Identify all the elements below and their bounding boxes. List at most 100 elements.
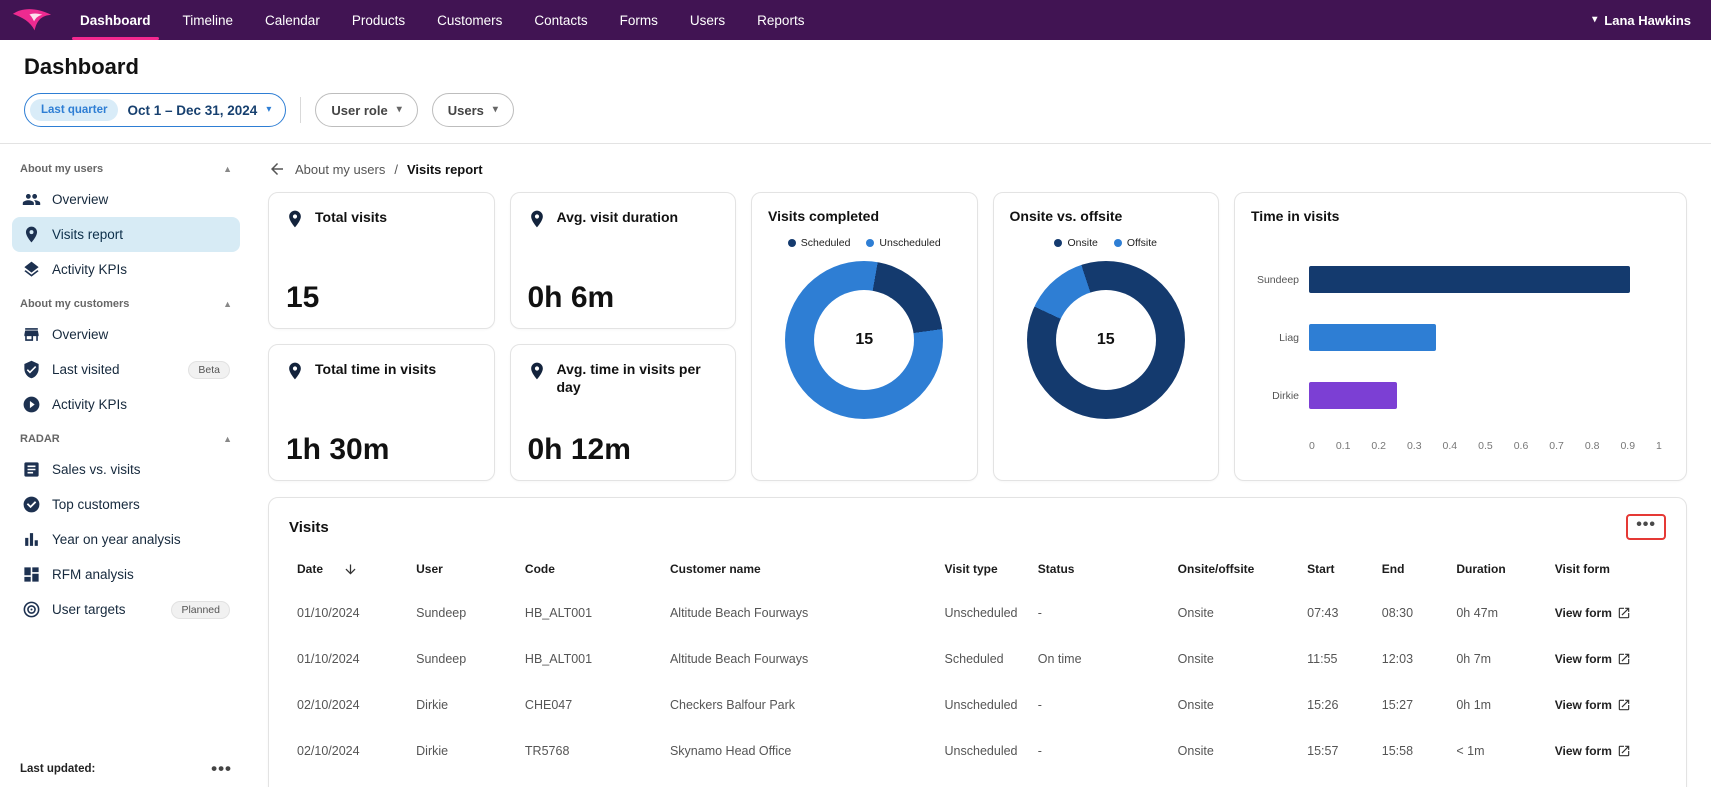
nav-contacts[interactable]: Contacts: [534, 12, 588, 28]
sidebar-footer: Last updated: •••: [12, 754, 240, 777]
nav-users[interactable]: Users: [689, 12, 726, 28]
sidebar-item-last-visited[interactable]: Last visited Beta: [12, 352, 240, 387]
sidebar: About my users ▲ Overview Visits report …: [0, 144, 252, 787]
beta-badge: Beta: [188, 360, 230, 379]
sidebar-item-sales-vs-visits[interactable]: Sales vs. visits: [12, 452, 240, 487]
nav-customers[interactable]: Customers: [437, 12, 503, 28]
nav-forms[interactable]: Forms: [619, 12, 658, 28]
column-header-visit-type[interactable]: Visit type: [944, 562, 998, 576]
column-header-start[interactable]: Start: [1307, 562, 1335, 576]
sidebar-item-year-on-year[interactable]: Year on year analysis: [12, 522, 240, 557]
column-header-end[interactable]: End: [1381, 562, 1405, 576]
verified-shield-icon: [22, 360, 41, 379]
column-header-visit-form[interactable]: Visit form: [1554, 562, 1610, 576]
legend-dot: [787, 239, 796, 247]
sidebar-section-about-my-customers[interactable]: About my customers ▲: [20, 298, 232, 310]
sidebar-item-activity-kpis-customers[interactable]: Activity KPIs: [12, 387, 240, 422]
sidebar-section-about-my-users[interactable]: About my users ▲: [20, 163, 232, 175]
external-link-icon: [1618, 699, 1630, 710]
chevron-up-icon: ▲: [223, 164, 232, 174]
nav-products[interactable]: Products: [351, 12, 406, 28]
sidebar-item-visits-report[interactable]: Visits report: [12, 217, 240, 252]
kpi-card-total-time-in-visits: Total time in visits 1h 30m: [268, 344, 495, 481]
time-in-visits-bar-chart: Sundeep Liag Dirkie 0 0.1 0.2 0.3 0.4 0.: [1251, 266, 1670, 452]
sidebar-more-button[interactable]: •••: [211, 759, 232, 778]
nav-timeline[interactable]: Timeline: [182, 12, 234, 28]
kpi-card-avg-time-per-day: Avg. time in visits per day 0h 12m: [509, 344, 736, 481]
page-header: Dashboard Last quarter Oct 1 – Dec 31, 2…: [0, 40, 1711, 144]
view-form-link[interactable]: View form: [1555, 698, 1631, 712]
bar-label: Dirkie: [1272, 389, 1299, 402]
chevron-down-icon: ▾: [492, 104, 498, 115]
user-role-filter[interactable]: User role ▾: [315, 93, 418, 127]
visits-completed-card: Visits completed Scheduled Unscheduled 1…: [751, 192, 978, 481]
kpi-value: 0h 12m: [527, 433, 631, 466]
sidebar-item-overview-users[interactable]: Overview: [12, 182, 240, 217]
column-header-date[interactable]: Date: [289, 550, 408, 590]
sidebar-item-rfm-analysis[interactable]: RFM analysis: [12, 557, 240, 592]
table-row: 01/10/2024 Sundeep HB_ALT001 Altitude Be…: [289, 636, 1666, 682]
users-filter[interactable]: Users ▾: [431, 93, 514, 127]
sort-descending-icon: [345, 564, 356, 575]
donut-center-value: 15: [1096, 331, 1115, 348]
top-navbar: Dashboard Timeline Calendar Products Cus…: [0, 0, 1711, 40]
date-range-value: Oct 1 – Dec 31, 2024: [127, 102, 258, 118]
content-layout: About my users ▲ Overview Visits report …: [0, 144, 1711, 787]
bar-chart-icon: [22, 530, 41, 549]
user-menu[interactable]: ▾ Lana Hawkins: [1592, 13, 1691, 28]
chevron-up-icon: ▲: [223, 434, 232, 444]
kpi-cards-grid: Total visits 15 Avg. visit duration 0h 6…: [268, 192, 1687, 481]
layers-icon: [22, 260, 41, 279]
chart-title: Time in visits: [1251, 208, 1340, 224]
arrow-left-icon[interactable]: [268, 160, 286, 178]
column-header-customer-name[interactable]: Customer name: [669, 562, 761, 576]
planned-badge: Planned: [171, 600, 230, 619]
breadcrumb: About my users / Visits report: [268, 160, 1687, 178]
page-title: Dashboard: [24, 54, 139, 79]
breadcrumb-divider: /: [394, 161, 398, 177]
chevron-down-icon: ▾: [1592, 14, 1598, 25]
table-header-row: Date User Code Customer name Visit type …: [289, 550, 1666, 590]
skynamo-logo[interactable]: [10, 7, 54, 33]
location-pin-icon: [285, 361, 305, 381]
last-updated-label: Last updated:: [20, 762, 96, 775]
x-axis-ticks: 0 0.1 0.2 0.3 0.4 0.5 0.6 0.7 0.8 0.9 1: [1309, 440, 1662, 452]
column-header-user[interactable]: User: [416, 562, 443, 576]
column-header-duration[interactable]: Duration: [1456, 562, 1506, 576]
sidebar-item-user-targets[interactable]: User targets Planned: [12, 592, 240, 627]
kpi-value: 1h 30m: [286, 433, 390, 466]
kpi-value: 15: [286, 281, 320, 314]
nav-dashboard[interactable]: Dashboard: [64, 0, 167, 40]
bar-label: Sundeep: [1256, 273, 1299, 286]
sidebar-item-top-customers[interactable]: Top customers: [12, 487, 240, 522]
nav-calendar[interactable]: Calendar: [265, 12, 320, 28]
sidebar-item-overview-customers[interactable]: Overview: [12, 317, 240, 352]
date-range-filter[interactable]: Last quarter Oct 1 – Dec 31, 2024 ▾: [24, 93, 287, 127]
chevron-down-icon: ▾: [396, 104, 402, 115]
breadcrumb-current: Visits report: [406, 161, 483, 177]
main-content: About my users / Visits report Total vis…: [252, 144, 1711, 787]
target-icon: [22, 600, 41, 619]
view-form-link[interactable]: View form: [1555, 744, 1631, 758]
time-in-visits-card: Time in visits Sundeep Liag Dirkie: [1234, 192, 1687, 481]
bar-sundeep: [1309, 266, 1631, 293]
location-pin-icon: [285, 209, 305, 229]
table-row: 01/10/2024 Sundeep HB_ALT001 Altitude Be…: [289, 590, 1666, 636]
column-header-status[interactable]: Status: [1037, 562, 1075, 576]
table-row: 02/10/2024 Dirkie CHE047 Checkers Balfou…: [289, 682, 1666, 728]
kpi-title: Total visits: [315, 209, 388, 225]
main-nav: Dashboard Timeline Calendar Products Cus…: [64, 0, 820, 40]
sidebar-section-radar[interactable]: RADAR ▲: [20, 433, 232, 445]
column-header-code[interactable]: Code: [524, 562, 555, 576]
column-header-onsite-offsite[interactable]: Onsite/offsite: [1177, 562, 1255, 576]
view-form-link[interactable]: View form: [1555, 652, 1631, 666]
filters-divider: [300, 97, 302, 123]
view-form-link[interactable]: View form: [1555, 606, 1631, 620]
bar-liag: [1309, 324, 1437, 351]
breadcrumb-parent[interactable]: About my users: [295, 161, 386, 177]
external-link-icon: [1618, 745, 1630, 756]
legend-dot: [1113, 239, 1122, 247]
sidebar-item-activity-kpis-users[interactable]: Activity KPIs: [12, 252, 240, 287]
visits-more-button[interactable]: •••: [1626, 514, 1666, 540]
nav-reports[interactable]: Reports: [757, 12, 805, 28]
